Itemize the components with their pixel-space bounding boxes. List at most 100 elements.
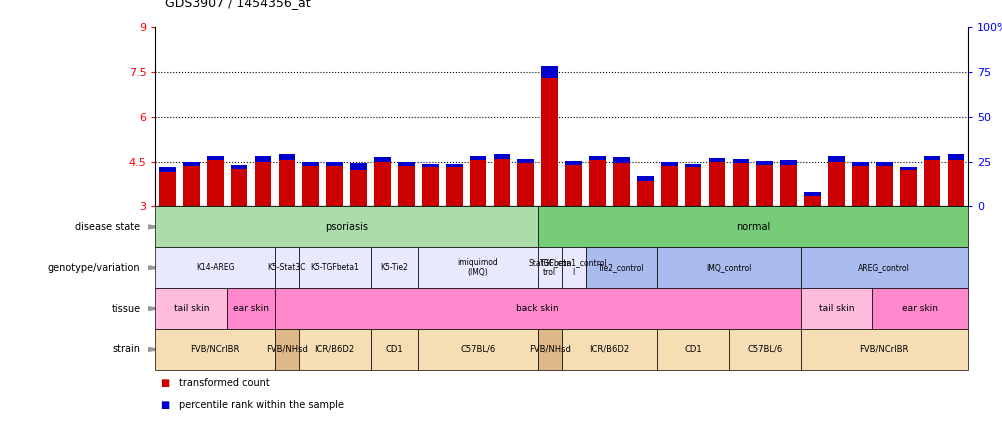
Bar	[517, 159, 534, 163]
Bar	[445, 167, 462, 206]
Bar	[303, 166, 319, 206]
Bar	[541, 66, 557, 78]
Bar	[182, 166, 199, 206]
Text: Stat3C_con
trol: Stat3C_con trol	[527, 258, 571, 278]
Bar	[780, 160, 797, 165]
Bar	[255, 156, 272, 162]
Text: normal: normal	[735, 222, 770, 232]
Bar	[230, 166, 247, 169]
Text: FVB/NCrIBR: FVB/NCrIBR	[859, 345, 908, 354]
Bar	[517, 163, 534, 206]
Bar	[636, 181, 653, 206]
Bar	[493, 159, 510, 206]
Text: GDS3907 / 1454356_at: GDS3907 / 1454356_at	[165, 0, 311, 9]
Bar	[947, 154, 963, 160]
Text: genotype/variation: genotype/variation	[48, 263, 140, 273]
Text: ICR/B6D2: ICR/B6D2	[589, 345, 629, 354]
Bar	[279, 154, 295, 160]
Bar	[445, 164, 462, 167]
Bar	[756, 165, 773, 206]
Bar	[828, 162, 844, 206]
Bar	[541, 78, 557, 206]
Bar	[780, 165, 797, 206]
Polygon shape	[148, 225, 160, 229]
Bar	[398, 166, 414, 206]
Bar	[469, 156, 486, 160]
Bar	[398, 163, 414, 166]
Bar	[565, 161, 581, 165]
Text: tissue: tissue	[111, 304, 140, 313]
Text: ■: ■	[160, 378, 169, 388]
Text: IMQ_control: IMQ_control	[705, 263, 750, 272]
Bar	[731, 163, 748, 206]
Bar	[159, 167, 175, 172]
Text: tail skin: tail skin	[818, 304, 854, 313]
Text: back skin: back skin	[516, 304, 558, 313]
Bar	[828, 155, 844, 162]
Text: FVB/NHsd: FVB/NHsd	[266, 345, 308, 354]
Bar	[899, 170, 916, 206]
Bar	[804, 196, 820, 206]
Text: Tie2_control: Tie2_control	[597, 263, 644, 272]
Bar	[303, 163, 319, 166]
Text: CD1: CD1	[683, 345, 701, 354]
Bar	[206, 155, 223, 160]
Text: ear skin: ear skin	[901, 304, 937, 313]
Bar	[326, 163, 343, 166]
Bar	[350, 163, 367, 170]
Text: AREG_control: AREG_control	[858, 263, 909, 272]
Bar	[422, 164, 438, 167]
Bar	[182, 163, 199, 166]
Text: tail skin: tail skin	[173, 304, 208, 313]
Text: ear skin: ear skin	[232, 304, 269, 313]
Text: percentile rank within the sample: percentile rank within the sample	[178, 400, 344, 410]
Bar	[947, 160, 963, 206]
Text: ICR/B6D2: ICR/B6D2	[315, 345, 355, 354]
Polygon shape	[148, 266, 160, 270]
Text: transformed count: transformed count	[178, 378, 269, 388]
Bar	[374, 157, 391, 162]
Bar	[636, 175, 653, 181]
Bar	[756, 161, 773, 165]
Bar	[708, 162, 724, 206]
Text: C57BL/6: C57BL/6	[460, 345, 495, 354]
Text: FVB/NHsd: FVB/NHsd	[528, 345, 570, 354]
Bar	[612, 157, 629, 163]
Bar	[469, 160, 486, 206]
Bar	[851, 166, 868, 206]
Bar	[279, 160, 295, 206]
Text: CD1: CD1	[385, 345, 403, 354]
Bar	[684, 164, 700, 167]
Text: strain: strain	[112, 345, 140, 354]
Bar	[206, 160, 223, 206]
Bar	[875, 166, 892, 206]
Bar	[660, 163, 677, 166]
Text: FVB/NCrIBR: FVB/NCrIBR	[190, 345, 239, 354]
Text: K5-Stat3C: K5-Stat3C	[268, 263, 306, 272]
Bar	[875, 163, 892, 166]
Bar	[923, 160, 940, 206]
Bar	[493, 154, 510, 159]
Bar	[708, 158, 724, 162]
Bar	[326, 166, 343, 206]
Text: ■: ■	[160, 400, 169, 410]
Bar	[588, 155, 605, 160]
Text: TGFbeta1_control
l: TGFbeta1_control l	[539, 258, 607, 278]
Bar	[731, 159, 748, 163]
Bar	[350, 170, 367, 206]
Bar	[588, 160, 605, 206]
Text: K5-TGFbeta1: K5-TGFbeta1	[310, 263, 359, 272]
Bar	[660, 166, 677, 206]
Bar	[804, 192, 820, 196]
Bar	[923, 155, 940, 160]
Bar	[612, 163, 629, 206]
Bar	[374, 162, 391, 206]
Bar	[159, 172, 175, 206]
Bar	[255, 162, 272, 206]
Text: disease state: disease state	[75, 222, 140, 232]
Bar	[230, 169, 247, 206]
Bar	[899, 167, 916, 170]
Polygon shape	[148, 307, 160, 310]
Bar	[422, 167, 438, 206]
Bar	[851, 162, 868, 166]
